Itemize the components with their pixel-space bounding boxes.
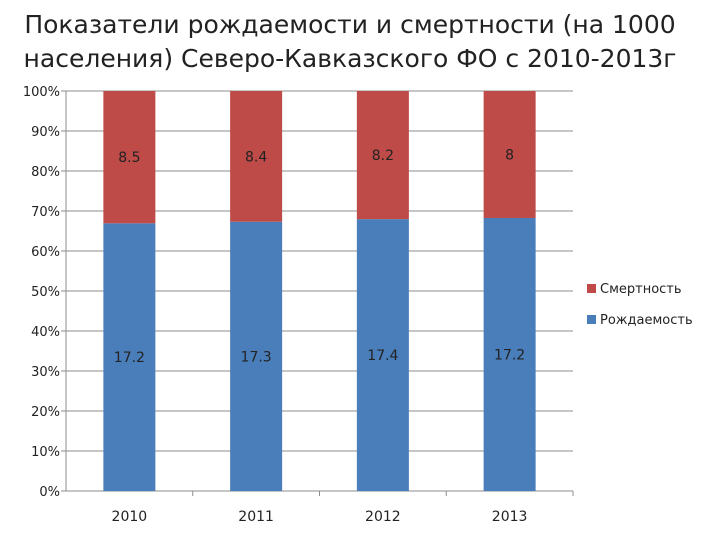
y-tick-label: 100%: [23, 85, 60, 100]
legend-swatch: [587, 284, 596, 293]
y-tick-label: 0%: [39, 485, 60, 500]
bar-birth: [103, 223, 156, 491]
y-tick-label: 10%: [31, 445, 60, 460]
y-tick-label: 40%: [31, 325, 60, 340]
y-tick-label: 60%: [31, 245, 60, 260]
data-label: 8.2: [372, 148, 394, 164]
legend-label: Смертность: [600, 282, 682, 297]
x-tick-label: 2010: [112, 509, 148, 525]
y-tick-label: 90%: [31, 125, 60, 140]
data-label: 17.2: [114, 350, 145, 366]
y-tick-label: 70%: [31, 205, 60, 220]
bar-death: [103, 91, 156, 224]
y-tick-label: 80%: [31, 165, 60, 180]
bar-birth: [483, 217, 536, 491]
legend-swatch: [587, 315, 596, 324]
chart-title: Показатели рождаемости и смертности (на …: [23, 10, 677, 73]
data-label: 17.3: [241, 349, 272, 365]
data-label: 17.2: [494, 347, 525, 363]
data-label: 8.5: [118, 150, 140, 166]
data-label: 8.4: [245, 149, 267, 165]
bar-birth: [230, 221, 283, 491]
data-label: 17.4: [367, 348, 398, 364]
bar-birth: [356, 219, 409, 491]
x-tick-label: 2013: [492, 509, 528, 525]
x-tick-label: 2011: [238, 509, 274, 525]
y-tick-label: 30%: [31, 365, 60, 380]
bar-death: [483, 91, 536, 218]
legend-label: Рождаемость: [600, 313, 693, 328]
bar-death: [356, 91, 409, 220]
y-tick-label: 20%: [31, 405, 60, 420]
x-tick-label: 2012: [365, 509, 401, 525]
y-tick-label: 50%: [31, 285, 60, 300]
bar-death: [230, 91, 283, 222]
data-label: 8: [505, 147, 514, 163]
